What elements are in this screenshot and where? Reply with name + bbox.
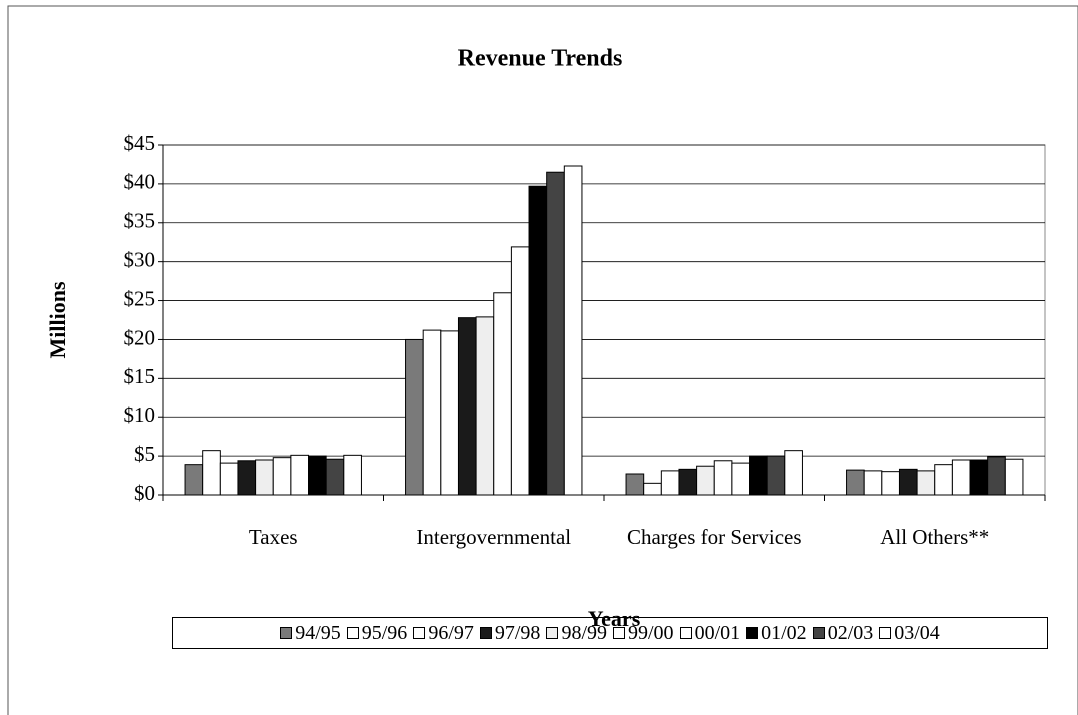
y-tick-label: $15 (124, 364, 156, 388)
frame (7, 5, 1078, 715)
legend-item: 94/95 (280, 622, 341, 645)
legend-item: 03/04 (879, 622, 940, 645)
bar (969, 459, 989, 496)
bar (493, 292, 512, 496)
bar (202, 450, 221, 496)
bar (643, 482, 662, 496)
legend-item: 96/97 (413, 622, 474, 645)
y-axis-title: Millions (45, 281, 70, 358)
legend-swatch (879, 627, 892, 639)
bar (440, 330, 459, 496)
legend-swatch (346, 627, 359, 639)
bar (510, 246, 530, 496)
legend-label: 00/01 (694, 621, 741, 644)
legend-label: 95/96 (361, 621, 408, 644)
x-axis-title: Years (588, 606, 641, 631)
bar (528, 185, 548, 496)
legend-label: 96/97 (428, 621, 474, 644)
legend-swatch (812, 627, 825, 639)
y-tick-label: $0 (134, 481, 155, 505)
legend-swatch (413, 627, 426, 639)
x-tick-label: All Others** (880, 525, 990, 549)
bar (625, 473, 645, 496)
x-tick-label: Charges for Services (626, 525, 802, 549)
legend-label: 03/04 (894, 621, 940, 644)
bar (325, 458, 345, 496)
bar (457, 317, 477, 496)
legend-label: 01/02 (761, 621, 807, 644)
bar (987, 456, 1006, 496)
legend: 94/95 95/96 96/97 97/98 98/99 99/00 00/01 01/02… (172, 617, 1048, 649)
x-tick-label: Taxes (248, 525, 298, 549)
plot-area (162, 144, 1046, 496)
bar (219, 462, 239, 496)
y-tick-label: $30 (124, 247, 156, 271)
legend-label: 98/99 (561, 621, 607, 644)
bar (898, 468, 918, 496)
bar (546, 171, 565, 496)
legend-swatch (479, 627, 492, 639)
chart-title: Revenue Trends (458, 46, 623, 72)
bar (272, 457, 292, 496)
bar (475, 316, 495, 496)
x-tick-label: Intergovernmental (416, 525, 572, 549)
bar (934, 464, 953, 496)
bar (422, 329, 442, 496)
legend-label: 99/00 (628, 621, 674, 644)
bar (731, 462, 751, 496)
bar (237, 460, 257, 496)
bar (916, 470, 936, 496)
legend-label: 94/95 (295, 621, 341, 644)
bar (563, 165, 583, 496)
bar (846, 469, 865, 496)
y-tick-label: $45 (124, 131, 156, 155)
bar (881, 471, 900, 496)
y-tick-label: $20 (124, 325, 156, 349)
bar (766, 455, 786, 496)
legend-swatch (746, 627, 759, 639)
legend-item: 01/02 (746, 622, 807, 645)
bar (343, 454, 362, 496)
y-tick-label: $10 (124, 403, 156, 427)
legend-swatch (546, 627, 559, 639)
bar (863, 470, 883, 496)
legend-label: 97/98 (494, 621, 541, 644)
bar (713, 460, 733, 496)
bar (184, 464, 204, 496)
legend-swatch (613, 627, 625, 639)
y-tick-label: $5 (134, 442, 155, 466)
bar (678, 468, 698, 496)
bar (749, 455, 768, 496)
bar (308, 455, 327, 496)
legend-label: 02/03 (827, 621, 874, 644)
legend-item: 99/00 (613, 622, 674, 645)
legend-swatch (679, 627, 692, 639)
y-tick-label: $40 (124, 170, 156, 194)
bar (660, 470, 680, 496)
legend-swatch (280, 627, 293, 639)
legend-item: 95/96 (346, 621, 408, 645)
bar (255, 459, 274, 496)
bar (290, 454, 310, 496)
y-tick-label: $35 (124, 209, 156, 233)
bar (784, 450, 803, 496)
bar (696, 465, 715, 496)
legend-item: 97/98 (479, 621, 541, 645)
legend-item: 02/03 (812, 621, 874, 645)
bar (951, 459, 971, 496)
y-tick-label: $25 (124, 286, 156, 310)
bar (1004, 458, 1024, 496)
legend-item: 00/01 (679, 621, 741, 645)
legend-item: 98/99 (546, 622, 607, 645)
bar (405, 338, 424, 496)
